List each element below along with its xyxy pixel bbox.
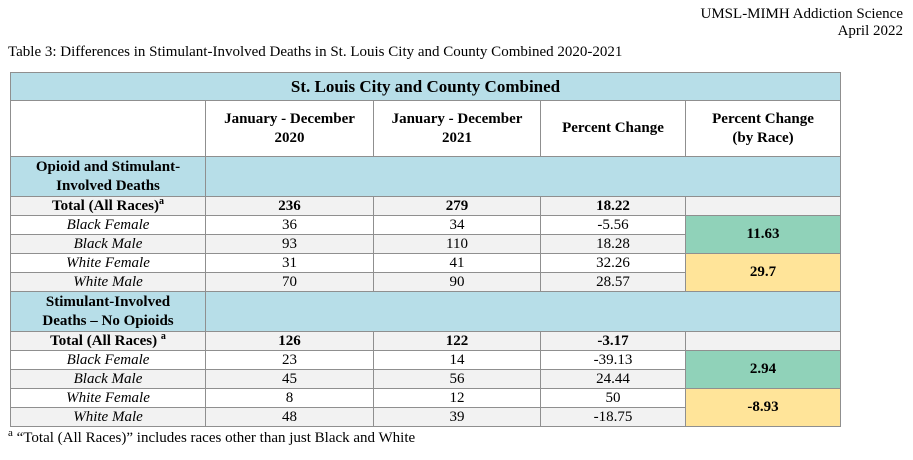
col-header-percent-change-by-race: Percent Change (by Race) [684,100,842,157]
total-row-opioid-stimulant: Total (All Races)a 236 279 18.22 [10,196,842,216]
value-2021: 14 [373,350,541,370]
stimulant-deaths-table: St. Louis City and County Combined Janua… [9,72,842,427]
value-pct-change: 28.57 [540,272,686,292]
col-header-percent-change: Percent Change [540,100,686,157]
section-header-label: Stimulant-Involved Deaths – No Opioids [10,291,206,332]
total-pct-by-race-empty [684,331,842,351]
value-2020: 8 [205,388,374,408]
document-header: UMSL-MIMH Addiction Science April 2022 [0,0,913,40]
total-2020: 126 [205,331,374,351]
race-label: White Female [10,388,206,408]
total-pct-change: -3.17 [540,331,686,351]
total-label-cell: Total (All Races)a [10,196,206,216]
section-header-fill [204,156,842,197]
row-white-female-s1: White Female 31 41 32.26 29.7 [10,253,842,292]
total-label-cell: Total (All Races) a [10,331,206,351]
col-header-2021: January - December 2021 [373,100,541,157]
footnote-ref: a [160,331,166,342]
value-2020: 93 [205,234,374,254]
pct-change-black-s1: 11.63 [684,215,842,254]
value-2021: 39 [373,407,541,427]
value-pct-change: 18.28 [540,234,686,254]
total-pct-change: 18.22 [540,196,686,216]
race-label: White Female [10,253,206,273]
value-2020: 31 [205,253,374,273]
section-header-fill [204,291,842,332]
table-title: St. Louis City and County Combined [9,72,842,101]
race-label: Black Male [10,369,206,389]
value-pct-change: 50 [540,388,686,408]
pct-change-white-s2: -8.93 [684,388,842,427]
row-black-male-s2: Black Male 45 56 24.44 [10,369,841,389]
value-2020: 45 [205,369,374,389]
value-pct-change: 32.26 [540,253,686,273]
value-pct-change: -5.56 [540,215,686,235]
value-2021: 56 [373,369,541,389]
race-label: White Male [10,407,206,427]
value-2020: 70 [205,272,374,292]
value-2021: 110 [373,234,541,254]
section-header-opioid-stimulant: Opioid and Stimulant- Involved Deaths [10,156,842,197]
race-label: Black Male [10,234,206,254]
race-label: Black Female [10,350,206,370]
section-header-label: Opioid and Stimulant- Involved Deaths [10,156,206,197]
total-2021: 122 [373,331,541,351]
total-label: Total (All Races) [50,332,161,349]
value-2021: 41 [373,253,541,273]
footnote-text: “Total (All Races)” includes races other… [16,430,416,446]
row-black-female-s2: Black Female 23 14 -39.13 2.94 [10,350,842,389]
total-2020: 236 [205,196,374,216]
report-page: UMSL-MIMH Addiction Science April 2022 T… [0,0,913,447]
value-pct-change: -39.13 [540,350,686,370]
row-black-female-s1: Black Female 36 34 -5.56 11.63 [10,215,842,254]
org-name: UMSL-MIMH Addiction Science [700,6,903,22]
race-label: White Male [10,272,206,292]
value-2021: 90 [373,272,541,292]
value-2020: 23 [205,350,374,370]
footnote-ref: a [158,196,164,207]
race-label: Black Female [10,215,206,235]
value-2021: 12 [373,388,541,408]
pct-change-black-s2: 2.94 [684,350,842,389]
corner-cell [10,100,206,157]
row-white-male-s2: White Male 48 39 -18.75 [10,407,841,427]
pct-change-white-s1: 29.7 [684,253,842,292]
column-header-row: January - December 2020 January - Decemb… [10,100,842,157]
total-label: Total (All Races) [52,197,159,214]
value-2020: 36 [205,215,374,235]
issue-date: April 2022 [837,23,903,39]
value-pct-change: 24.44 [540,369,686,389]
col-header-2020: January - December 2020 [205,100,374,157]
value-2021: 34 [373,215,541,235]
value-pct-change: -18.75 [540,407,686,427]
table-title-row: St. Louis City and County Combined [9,72,842,101]
total-pct-by-race-empty [684,196,842,216]
footnote-marker: a [8,427,13,439]
section-header-stimulant-no-opioids: Stimulant-Involved Deaths – No Opioids [10,291,842,332]
value-2020: 48 [205,407,374,427]
total-row-stimulant-no-opioids: Total (All Races) a 126 122 -3.17 [10,331,842,351]
footnote: a “Total (All Races)” includes races oth… [8,427,913,447]
row-white-female-s2: White Female 8 12 50 -8.93 [10,388,842,427]
table-caption: Table 3: Differences in Stimulant-Involv… [8,44,623,60]
total-2021: 279 [373,196,541,216]
row-black-male-s1: Black Male 93 110 18.28 [10,234,841,254]
